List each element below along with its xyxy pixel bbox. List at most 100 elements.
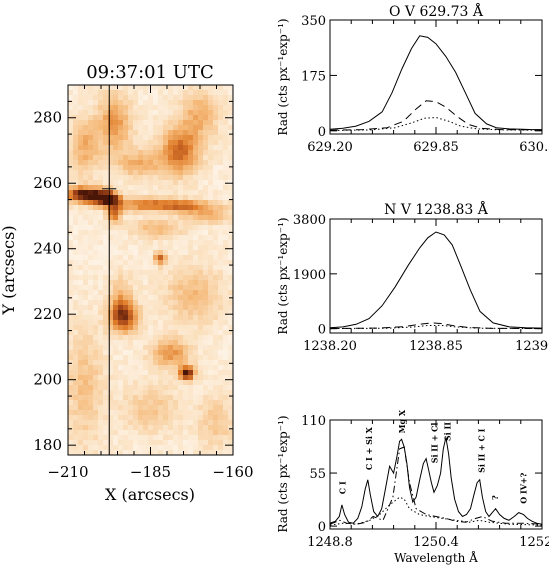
map-cell [223, 190, 229, 196]
map-cell [123, 380, 129, 386]
map-cell [163, 90, 169, 96]
map-cell [83, 365, 89, 371]
map-cell [118, 110, 124, 116]
map-cell [218, 425, 224, 431]
map-cell [213, 255, 219, 261]
map-cell [173, 165, 179, 171]
map-cell [68, 205, 74, 211]
map-cell [183, 390, 189, 396]
map-cell [108, 170, 114, 176]
map-cell [178, 305, 184, 311]
map-cell [148, 190, 154, 196]
map-cell [203, 380, 209, 386]
map-cell [83, 355, 89, 361]
map-cell [208, 120, 214, 126]
map-cell [68, 410, 74, 416]
map-cell [213, 440, 219, 446]
map-cell [83, 85, 89, 91]
map-cell [198, 345, 204, 351]
map-cell [168, 320, 174, 326]
spectrum-line-annotation: C I [338, 481, 348, 494]
map-cell [158, 325, 164, 331]
map-cell [213, 385, 219, 391]
spectrum-xtick-label: 1248.8 [307, 535, 353, 550]
map-cell [208, 300, 214, 306]
map-cell [128, 250, 134, 256]
map-cell [163, 155, 169, 161]
map-cell [188, 435, 194, 441]
map-cell [213, 300, 219, 306]
map-cell [218, 230, 224, 236]
map-cell [193, 440, 199, 446]
map-cell [108, 95, 114, 101]
map-cell [148, 425, 154, 431]
map-cell [133, 340, 139, 346]
map-cell [158, 435, 164, 441]
map-cell [178, 335, 184, 341]
map-cell [108, 400, 114, 406]
map-cell [203, 170, 209, 176]
map-cell [153, 85, 159, 91]
map-cell [203, 155, 209, 161]
map-cell [223, 135, 229, 141]
map-cell [198, 340, 204, 346]
map-cell [163, 210, 169, 216]
map-cell [143, 185, 149, 191]
map-cell [213, 395, 219, 401]
map-cell [73, 295, 79, 301]
map-cell [128, 385, 134, 391]
map-cell [98, 255, 104, 261]
map-cell [103, 350, 109, 356]
map-cell [163, 140, 169, 146]
map-cell [158, 220, 164, 226]
map-cell [183, 385, 189, 391]
map-cell [228, 330, 233, 336]
map-cell [223, 85, 229, 91]
map-cell [198, 405, 204, 411]
map-cell [193, 400, 199, 406]
map-cell [118, 310, 124, 316]
map-cell [78, 135, 84, 141]
map-cell [173, 230, 179, 236]
map-cell [158, 170, 164, 176]
map-cell [218, 110, 224, 116]
map-cell [153, 430, 159, 436]
map-cell [88, 185, 94, 191]
map-cell [93, 185, 99, 191]
map-cell [73, 340, 79, 346]
map-cell [93, 105, 99, 111]
map-cell [148, 430, 154, 436]
map-cell [203, 365, 209, 371]
map-cell [218, 175, 224, 181]
map-cell [178, 110, 184, 116]
map-cell [138, 440, 144, 446]
map-cell [208, 190, 214, 196]
ov-series-dotted [330, 116, 542, 131]
map-cell [113, 200, 119, 206]
map-cell [168, 190, 174, 196]
map-cell [213, 110, 219, 116]
map-cell [78, 420, 84, 426]
map-cell [178, 170, 184, 176]
map-cell [208, 145, 214, 151]
map-cell [148, 415, 154, 421]
map-cell [168, 445, 174, 451]
map-cell [188, 215, 194, 221]
map-cell [163, 280, 169, 286]
map-cell [78, 180, 84, 186]
map-cell [123, 290, 129, 296]
map-cell [83, 290, 89, 296]
map-cell [223, 315, 229, 321]
map-cell [108, 160, 114, 166]
map-cell [78, 360, 84, 366]
map-cell [88, 145, 94, 151]
map-cell [173, 405, 179, 411]
map-cell [203, 390, 209, 396]
map-cell [208, 205, 214, 211]
map-cell [138, 85, 144, 91]
map-cell [188, 260, 194, 266]
map-cell [223, 230, 229, 236]
map-cell [198, 125, 204, 131]
map-cell [173, 180, 179, 186]
map-cell [143, 295, 149, 301]
